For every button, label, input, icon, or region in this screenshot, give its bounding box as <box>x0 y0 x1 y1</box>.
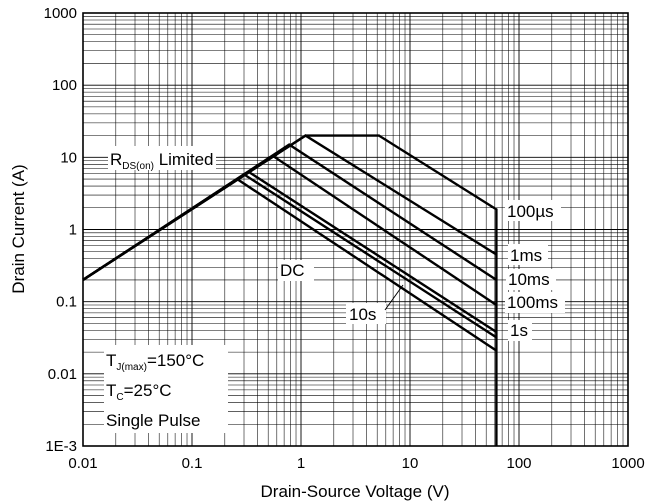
label-box-1ms <box>508 244 548 265</box>
label-box-100ms <box>505 292 565 313</box>
curve-DC <box>82 177 498 352</box>
tj-max-note: TJ(max)=150°C <box>106 351 204 373</box>
y-tick-label: 1000 <box>44 5 77 22</box>
single-pulse-note: Single Pulse <box>106 411 201 430</box>
curve-label-dc: DC <box>280 261 305 280</box>
curve-label-1s: 1s <box>510 321 528 340</box>
tc-note: TC=25°C <box>106 381 172 403</box>
curve-label-10ms: 10ms <box>508 270 550 289</box>
rds-limited-label: RDS(on) Limited <box>110 150 214 172</box>
y-axis-label: Drain Current (A) <box>9 164 28 293</box>
curve-label-1ms: 1ms <box>510 246 542 265</box>
curves <box>82 134 498 446</box>
grid-lines <box>82 13 628 447</box>
x-tick-label: 1 <box>297 455 305 472</box>
label-box-10ms <box>506 269 556 290</box>
y-tick-label: 0.01 <box>48 366 77 383</box>
rds-label-box <box>108 146 216 170</box>
label-box-1s <box>508 320 532 341</box>
label-box-10s <box>346 303 386 324</box>
x-tick-labels: 0.01 0.1 1 10 100 1000 <box>68 455 644 472</box>
y-tick-labels: 1E-3 0.01 0.1 1 10 100 1000 <box>44 5 77 455</box>
y-tick-label: 0.1 <box>56 294 77 311</box>
conditions-box <box>104 345 228 433</box>
plot-frame <box>82 12 629 447</box>
x-tick-label: 0.01 <box>68 455 97 472</box>
x-tick-label: 0.1 <box>182 455 203 472</box>
curve-label-100ms: 100ms <box>507 293 558 312</box>
x-tick-label: 100 <box>506 455 531 472</box>
label-box-100us <box>505 200 561 221</box>
curve-label-100us: 100µs <box>507 202 554 221</box>
label-box-dc <box>278 260 314 281</box>
x-tick-label: 10 <box>402 455 419 472</box>
x-tick-label: 1000 <box>611 455 644 472</box>
curve-label-10s: 10s <box>349 305 376 324</box>
x-axis-label: Drain-Source Voltage (V) <box>261 482 450 501</box>
pointer-10s <box>384 284 404 311</box>
y-tick-label: 1 <box>69 222 77 239</box>
y-tick-label: 10 <box>60 149 77 166</box>
y-tick-label: 100 <box>52 77 77 94</box>
y-tick-label: 1E-3 <box>45 438 77 455</box>
